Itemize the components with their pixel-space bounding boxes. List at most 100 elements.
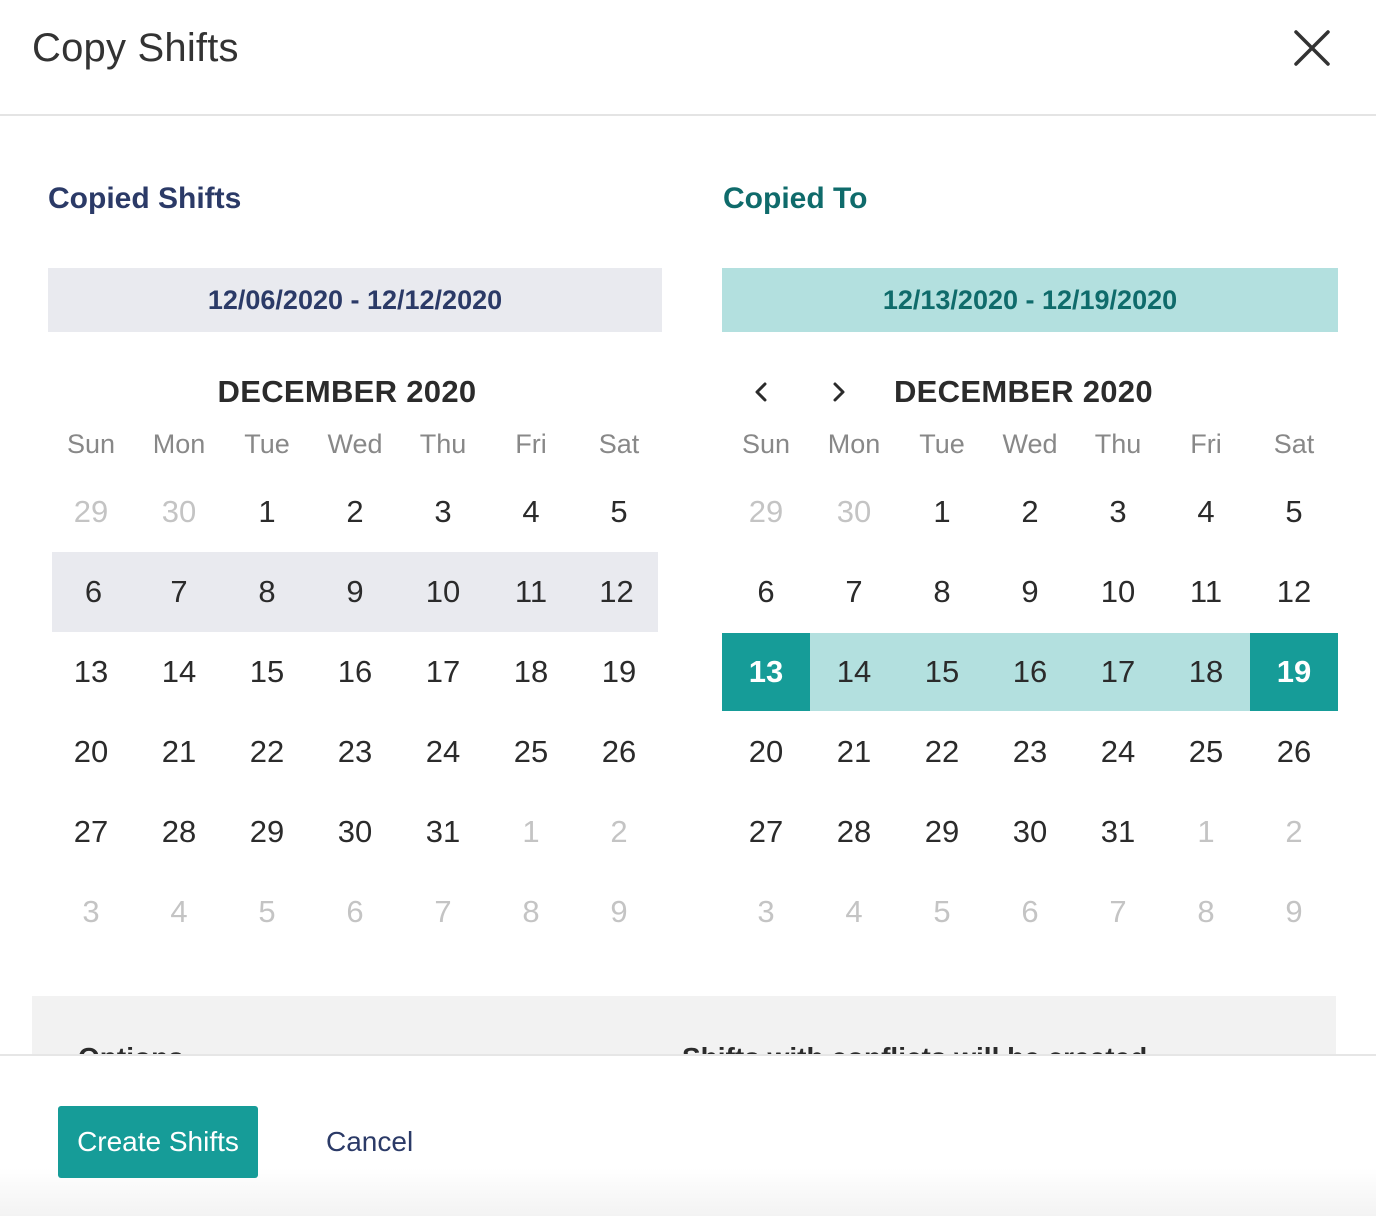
calendar-day[interactable]: 29: [924, 814, 960, 849]
calendar-day: 7: [1109, 894, 1127, 929]
calendar-day: 5: [933, 894, 951, 929]
calendar-day[interactable]: 9: [346, 574, 364, 609]
calendar-day: 3: [757, 894, 775, 929]
calendar-day[interactable]: 22: [249, 734, 285, 769]
calendar-day[interactable]: 11: [1189, 574, 1223, 609]
calendar-day[interactable]: 7: [845, 574, 863, 609]
calendar-day[interactable]: 13: [722, 633, 810, 711]
calendar-day[interactable]: 12: [1276, 574, 1312, 609]
calendar-day[interactable]: 28: [836, 814, 872, 849]
calendar-day[interactable]: 1: [258, 494, 276, 529]
calendar-day[interactable]: 23: [1012, 734, 1048, 769]
calendar-day[interactable]: 26: [601, 734, 637, 769]
day-of-week-label: Mon: [152, 429, 206, 459]
calendar-day[interactable]: 5: [1285, 494, 1303, 529]
calendar-day: 4: [170, 894, 188, 929]
calendar-day[interactable]: 27: [748, 814, 784, 849]
calendar-day[interactable]: 19: [601, 654, 637, 689]
calendar-weeks: 29 30 1 2 3 4 5 6 7 8 9 10 11 12 13 14 15 16 17 18 19 20 21 22 2…: [47, 472, 663, 952]
calendar-day[interactable]: 30: [337, 814, 373, 849]
calendar-day[interactable]: 19: [1250, 633, 1338, 711]
calendar-day: 8: [522, 894, 540, 929]
calendar-day[interactable]: 23: [337, 734, 373, 769]
calendar-day[interactable]: 14: [161, 654, 197, 689]
calendar-day[interactable]: 9: [1021, 574, 1039, 609]
calendar-week-row: 13 14 15 16 17 18 19: [47, 632, 663, 712]
calendar-day[interactable]: 3: [1109, 494, 1127, 529]
calendar-day[interactable]: 24: [425, 734, 461, 769]
calendar-day[interactable]: 30: [1012, 814, 1048, 849]
month-label: DECEMBER 2020: [894, 374, 1153, 409]
days-of-week-row: Sun Mon Tue Wed Thu Fri Sat: [722, 422, 1338, 466]
calendar-day[interactable]: 5: [610, 494, 628, 529]
calendar-day[interactable]: 1: [933, 494, 951, 529]
dialog-header: Copy Shifts: [0, 0, 1376, 116]
close-icon[interactable]: [1292, 28, 1332, 68]
calendar-day[interactable]: 2: [1021, 494, 1039, 529]
calendar-day[interactable]: 8: [258, 574, 276, 609]
calendar-day[interactable]: 4: [1197, 494, 1215, 529]
day-of-week-label: Wed: [327, 429, 383, 459]
calendar-day[interactable]: 16: [337, 654, 373, 689]
calendar-day[interactable]: 6: [757, 574, 775, 609]
calendar-day[interactable]: 24: [1100, 734, 1136, 769]
calendar-day[interactable]: 2: [346, 494, 364, 529]
calendar-header: DECEMBER 2020: [47, 360, 663, 422]
calendar-day[interactable]: 20: [73, 734, 109, 769]
calendar-day: 4: [845, 894, 863, 929]
calendar-day[interactable]: 15: [249, 654, 285, 689]
calendar-day: 9: [610, 894, 628, 929]
calendar-day[interactable]: 31: [1100, 814, 1136, 849]
calendar-week-row: 27 28 29 30 31 1 2: [722, 792, 1338, 872]
calendar-week-row: 27 28 29 30 31 1 2: [47, 792, 663, 872]
calendar-day[interactable]: 11: [514, 574, 548, 609]
calendar-day[interactable]: 4: [522, 494, 540, 529]
calendar-day[interactable]: 10: [1100, 574, 1136, 609]
calendar-day: 30: [836, 494, 872, 529]
calendar-day[interactable]: 29: [249, 814, 285, 849]
calendar-day[interactable]: 7: [170, 574, 188, 609]
calendar-day: 1: [522, 814, 540, 849]
calendar-day[interactable]: 3: [434, 494, 452, 529]
calendar-day[interactable]: 31: [425, 814, 461, 849]
calendar-week-row: 29 30 1 2 3 4 5: [722, 472, 1338, 552]
calendar-day[interactable]: 16: [986, 633, 1074, 711]
calendar-week-row: 20 21 22 23 24 25 26: [722, 712, 1338, 792]
calendar-day[interactable]: 28: [161, 814, 197, 849]
copied-shifts-heading: Copied Shifts: [48, 182, 242, 215]
calendar-day[interactable]: 25: [1188, 734, 1224, 769]
calendar-day[interactable]: 17: [1074, 633, 1162, 711]
calendar-weeks: 29 30 1 2 3 4 5 6 7 8 9 10 11 12 13 14 15 16 17 18 19 20 21 22 2…: [722, 472, 1338, 952]
cancel-button[interactable]: Cancel: [310, 1106, 429, 1178]
calendar-day[interactable]: 27: [73, 814, 109, 849]
calendar-day[interactable]: 8: [933, 574, 951, 609]
chevron-right-icon[interactable]: [824, 378, 852, 406]
calendar-day: 5: [258, 894, 276, 929]
create-shifts-button[interactable]: Create Shifts: [58, 1106, 258, 1178]
chevron-left-icon[interactable]: [748, 378, 776, 406]
calendar-day: 1: [1197, 814, 1215, 849]
copied-shifts-range: 12/06/2020 - 12/12/2020: [48, 268, 662, 332]
calendar-day: 6: [1021, 894, 1039, 929]
calendar-day[interactable]: 21: [161, 734, 197, 769]
calendar-day: 6: [346, 894, 364, 929]
calendar-day[interactable]: 6: [84, 574, 103, 609]
calendar-week-row: 13 14 15 16 17 18 19: [722, 632, 1338, 712]
day-of-week-label: Wed: [1002, 429, 1058, 459]
calendar-day[interactable]: 10: [425, 574, 461, 609]
calendar-day[interactable]: 18: [513, 654, 549, 689]
calendar-day[interactable]: 15: [898, 633, 986, 711]
calendar-day[interactable]: 21: [836, 734, 872, 769]
calendar-day[interactable]: 12: [599, 574, 634, 609]
calendar-day[interactable]: 26: [1276, 734, 1312, 769]
calendar-day[interactable]: 20: [748, 734, 784, 769]
calendar-day[interactable]: 13: [73, 654, 109, 689]
calendar-day[interactable]: 25: [513, 734, 549, 769]
calendar-day[interactable]: 14: [810, 633, 898, 711]
calendar-day: 7: [434, 894, 452, 929]
calendar-day[interactable]: 22: [924, 734, 960, 769]
day-of-week-label: Sun: [741, 429, 791, 459]
calendar-day[interactable]: 17: [425, 654, 461, 689]
calendar-day[interactable]: 18: [1162, 633, 1250, 711]
month-label: DECEMBER 2020: [217, 374, 477, 409]
